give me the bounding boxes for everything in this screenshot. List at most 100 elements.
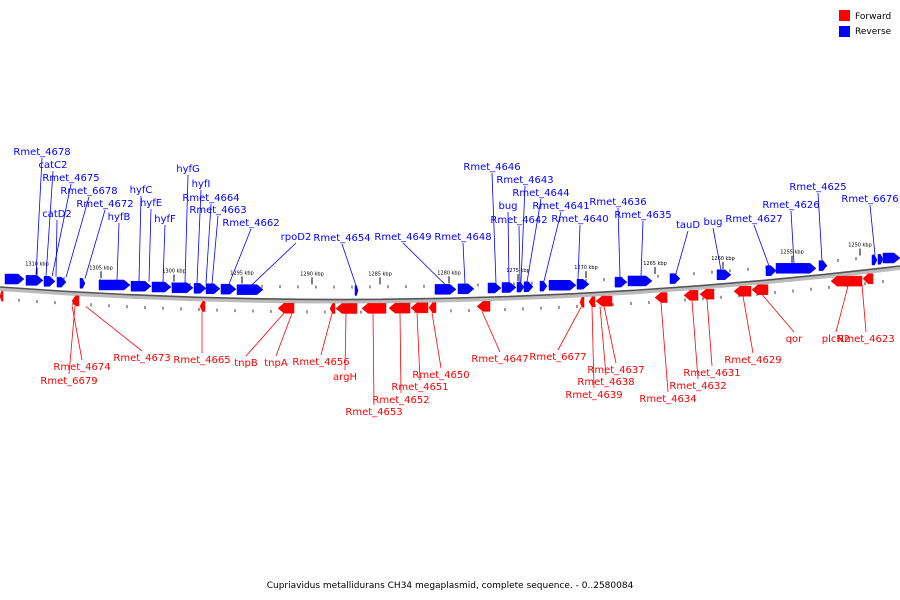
leader-line [817,192,823,261]
reverse-gene-arrow [220,283,237,295]
leader-line [869,204,876,255]
reverse-gene-label: Rmet_6678 [60,186,117,197]
legend-reverse-swatch [839,26,850,37]
forward-gene-label: Rmet_4652 [372,395,429,406]
reverse-gene-label: Rmet_4675 [42,173,99,184]
scale-labels: 1310 kbp 1305 kbp 1300 kbp 1295 kbp 1290 kbp… [25,243,872,285]
reverse-gene-label: rpoD2 [281,232,312,243]
leader-line [481,311,501,353]
reverse-gene-arrow [539,280,548,292]
leader-line [431,312,442,369]
leader-line [742,296,754,354]
leader-line [790,210,795,264]
reverse-gene-label: Rmet_4664 [182,193,239,204]
forward-gene-arrow [199,301,206,312]
forward-gene-arrow [579,297,585,308]
reverse-gene-label: hyfB [108,212,131,223]
legend-forward-label: Forward [855,12,891,22]
forward-gene-label: tnpB [234,358,258,369]
leader-line [753,224,770,267]
reverse-gene-label: hyfE [140,198,162,209]
reverse-gene-label: hyfC [130,185,153,196]
leader-line [507,211,510,283]
leader-line [640,220,644,276]
reverse-gene-label: Rmet_4646 [463,162,520,173]
leader-line [55,219,58,277]
forward-gene-label: Rmet_4637 [587,365,644,376]
leader-line [617,207,621,278]
forward-gene-label: Rmet_4653 [345,407,402,418]
reverse-gene-arrow [669,273,681,284]
reverse-gene-arrow [205,283,221,294]
reverse-gene-label: Rmet_4648 [434,232,491,243]
scale-label: 1305 kbp [89,265,113,271]
legend: Forward Reverse [839,10,892,37]
reverse-gene-label: Rmet_4663 [189,205,246,216]
leader-line [462,242,466,284]
reverse-gene-arrow [487,282,502,294]
reverse-gene-label: Rmet_4627 [725,214,782,225]
scale-label: 1295 kbp [230,270,254,276]
leader-line [148,208,152,282]
leader-line [706,299,713,367]
reverse-gene-label: Rmet_4625 [789,182,846,193]
reverse-gene-arrow [79,278,86,289]
leader-line [251,242,297,285]
reverse-gene-label: Rmet_4636 [589,197,646,208]
leader-line [344,313,347,371]
scale-label: 1290 kbp [300,271,324,277]
leader-line [577,224,581,280]
forward-gene-label: Rmet_4639 [565,390,622,401]
forward-gene-arrow [388,302,411,314]
reverse-gene-label: Rmet_4678 [13,147,70,158]
leader-line [196,189,202,284]
forward-gene-label: Rmet_4651 [391,382,448,393]
reverse-gene-arrow [25,275,44,286]
leader-line [320,313,333,356]
reverse-gene-arrow [354,285,359,296]
forward-gene-label: argH [333,372,357,383]
forward-gene-arrow [862,273,874,284]
forward-gene-label: Rmet_4673 [113,353,170,364]
reverse-gene-arrow [877,254,884,265]
reverse-gene-label: Rmet_4635 [614,210,671,221]
leader-line [691,300,699,380]
leader-line [603,306,617,364]
leader-line [245,312,285,357]
reverse-gene-arrow [98,279,131,291]
forward-gene-label: Rmet_6679 [40,376,97,387]
backbone [0,265,900,301]
leader-line [861,284,867,333]
forward-gene-label: Rmet_4647 [471,354,528,365]
reverse-gene-arrow [871,254,878,266]
forward-gene-label: tnpA [264,358,288,369]
forward-gene-arrow [595,295,613,307]
reverse-gene-label: Rmet_6676 [841,194,898,205]
forward-gene-label: Rmet_4650 [412,370,469,381]
legend-forward-swatch [839,10,850,21]
reverse-gene-label: catC2 [39,160,68,171]
leader-line [184,174,189,283]
forward-gene-arrow [654,292,668,303]
backbone-shadow [0,266,900,304]
leader-line [275,313,293,357]
leader-line [372,313,375,406]
forward-gene-arrow [277,302,295,314]
reverse-gene-arrow [56,276,67,288]
reverse-gene-label: Rmet_4626 [762,200,819,211]
reverse-gene-label: bug [703,217,722,228]
forward-gene-arrow [0,290,4,302]
reverse-gene-label: Rmet_4642 [490,215,547,226]
leader-line [205,203,212,284]
leader-line [68,305,76,375]
reverse-gene-arrow [193,283,207,294]
leader-line [557,307,582,351]
scale-label: 1255 kbp [780,250,804,256]
leader-line [520,185,526,283]
forward-gene-label: Rmet_4631 [683,368,740,379]
reverse-gene-label: Rmet_4649 [374,232,431,243]
leader-line [675,230,689,274]
reverse-gene-arrow [236,284,264,295]
legend-reverse-label: Reverse [855,27,892,37]
